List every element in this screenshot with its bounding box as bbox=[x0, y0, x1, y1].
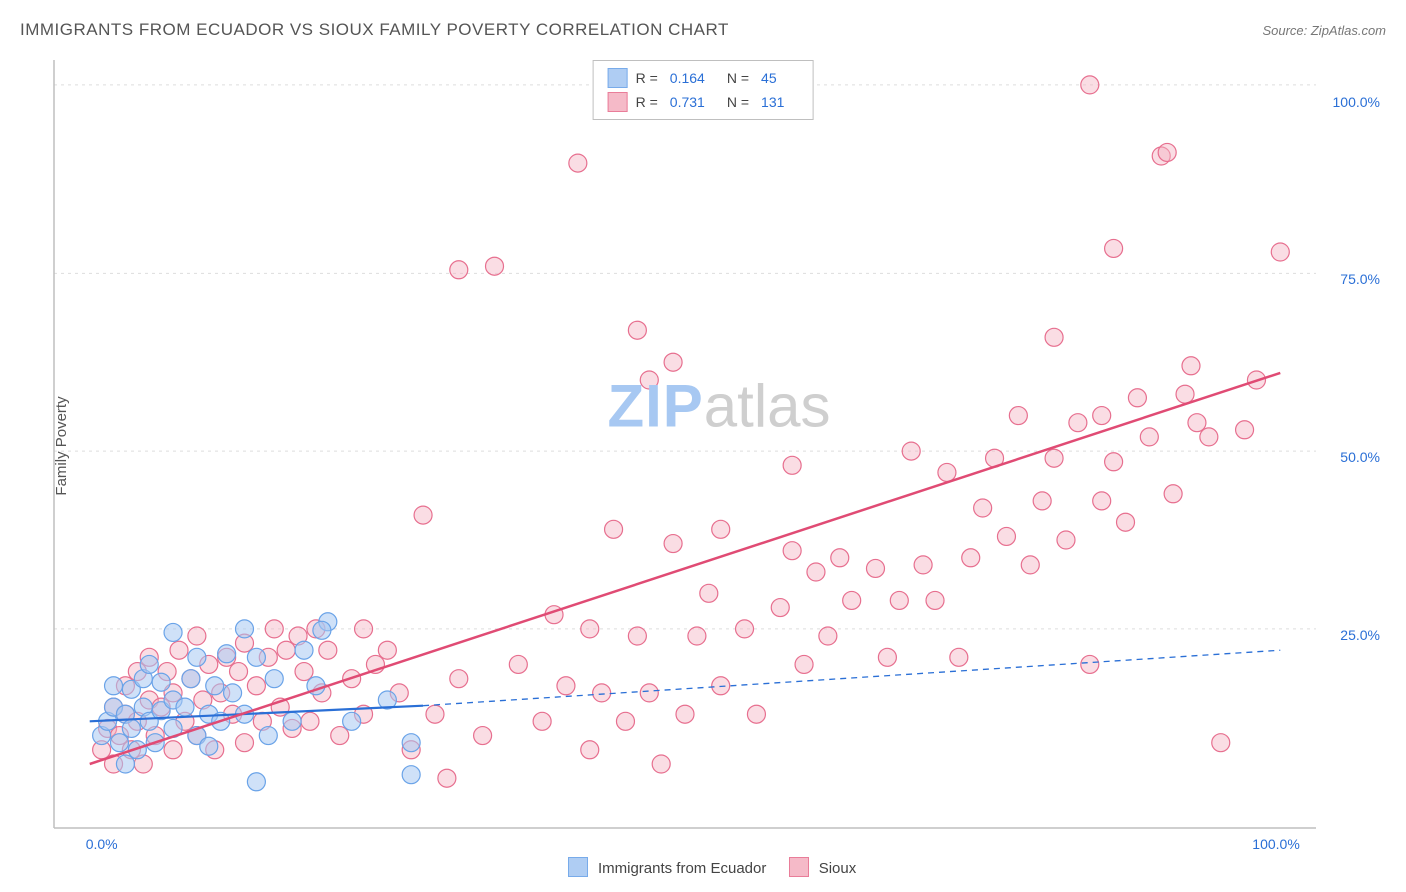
legend-N-value-ecuador: 45 bbox=[761, 70, 777, 86]
legend-stats-row: R = 0.731 N = 131 bbox=[608, 90, 799, 114]
legend-swatch-ecuador bbox=[568, 857, 588, 877]
legend-R-value-ecuador: 0.164 bbox=[670, 70, 705, 86]
legend-N-label: N = bbox=[727, 70, 749, 86]
y-tick-label: 25.0% bbox=[1340, 627, 1380, 643]
legend-label-sioux: Sioux bbox=[819, 860, 857, 877]
scatter-plot bbox=[52, 58, 1386, 832]
y-tick-label: 75.0% bbox=[1340, 271, 1380, 287]
legend-stats-row: R = 0.164 N = 45 bbox=[608, 66, 799, 90]
x-tick-label: 0.0% bbox=[86, 836, 118, 852]
legend-label-ecuador: Immigrants from Ecuador bbox=[598, 860, 766, 877]
legend-N-label: N = bbox=[727, 94, 749, 110]
y-tick-label: 50.0% bbox=[1340, 449, 1380, 465]
legend-N-value-sioux: 131 bbox=[761, 94, 784, 110]
source-label: Source: ZipAtlas.com bbox=[1262, 23, 1386, 38]
legend-swatch-sioux bbox=[608, 92, 628, 112]
y-tick-label: 100.0% bbox=[1333, 94, 1380, 110]
x-tick-label: 100.0% bbox=[1252, 836, 1299, 852]
legend-bottom: Immigrants from Ecuador Sioux bbox=[0, 857, 1406, 877]
legend-stats-box: R = 0.164 N = 45 R = 0.731 N = 131 bbox=[593, 60, 814, 120]
legend-swatch-ecuador bbox=[608, 68, 628, 88]
legend-swatch-sioux bbox=[789, 857, 809, 877]
legend-R-value-sioux: 0.731 bbox=[670, 94, 705, 110]
header: IMMIGRANTS FROM ECUADOR VS SIOUX FAMILY … bbox=[20, 20, 1386, 40]
legend-R-label: R = bbox=[636, 70, 658, 86]
chart-frame: ZIPatlas 25.0%50.0%75.0%100.0%0.0%100.0% bbox=[52, 58, 1386, 832]
legend-R-label: R = bbox=[636, 94, 658, 110]
page-title: IMMIGRANTS FROM ECUADOR VS SIOUX FAMILY … bbox=[20, 20, 729, 40]
